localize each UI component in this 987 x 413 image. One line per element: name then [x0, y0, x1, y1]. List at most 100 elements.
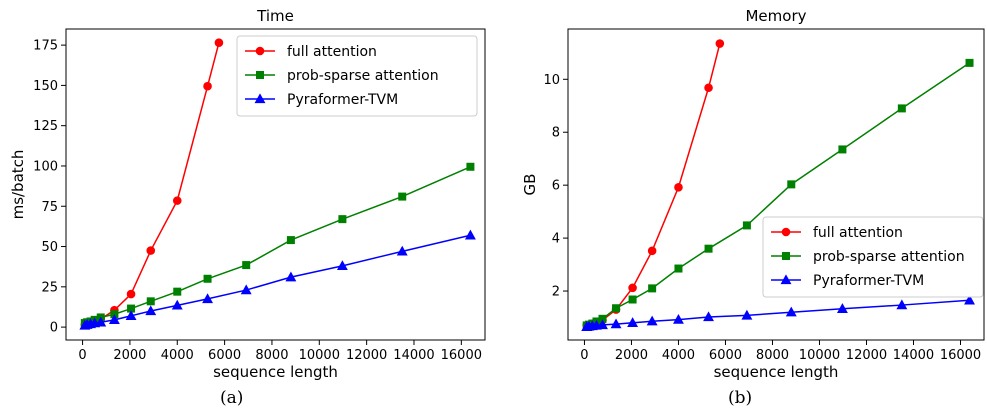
data-point	[965, 58, 974, 67]
legend-marker	[254, 93, 266, 104]
data-point	[703, 311, 714, 322]
x-tick-label: 6000	[709, 348, 742, 363]
chart-title: Time	[256, 7, 294, 25]
x-tick-label: 4000	[161, 348, 194, 363]
y-tick-label: 10	[543, 73, 560, 88]
data-point	[787, 180, 796, 189]
series-triangle	[79, 229, 476, 330]
y-tick-label: 150	[33, 79, 58, 94]
data-point	[146, 246, 156, 255]
y-tick-label: 125	[33, 119, 58, 134]
x-axis-label: sequence length	[714, 363, 839, 381]
x-tick-label: 14000	[393, 348, 434, 363]
data-point	[838, 145, 847, 154]
data-point	[897, 104, 906, 113]
data-point	[203, 81, 212, 91]
data-point	[836, 303, 848, 313]
data-point	[648, 284, 657, 293]
y-axis-label: ms/batch	[9, 150, 27, 220]
x-tick-label: 16000	[940, 348, 981, 363]
x-tick-label: 12000	[846, 348, 887, 363]
y-tick-label: 2	[552, 285, 560, 300]
legend-label: prob-sparse attention	[813, 249, 965, 265]
data-point	[742, 221, 751, 230]
data-point	[285, 271, 297, 282]
data-point	[674, 182, 683, 192]
data-point	[627, 317, 639, 327]
data-point	[126, 289, 136, 299]
data-point	[896, 299, 908, 310]
x-tick-label: 2000	[615, 348, 648, 363]
plot-frame	[567, 28, 985, 341]
series-triangle	[581, 294, 975, 331]
y-tick-label: 4	[552, 232, 560, 247]
legend-box	[762, 216, 984, 298]
data-point	[95, 316, 107, 327]
data-point	[203, 274, 212, 283]
plot-frame	[65, 28, 486, 341]
memory-chart: 0 2000 4000 6000 8000 10000 12000 14000 16000 2 4 6…	[521, 7, 985, 381]
data-point	[715, 39, 725, 48]
series-line	[586, 43, 721, 327]
data-point	[741, 309, 753, 320]
legend-label: prob-sparse attention	[287, 68, 439, 84]
x-tick-label: 10000	[299, 348, 340, 363]
data-point	[242, 261, 251, 270]
data-point	[466, 162, 475, 171]
data-point	[673, 313, 684, 324]
data-point	[704, 83, 713, 93]
series-line	[84, 166, 471, 324]
x-tick-label: 4000	[662, 348, 695, 363]
y-tick-label: 25	[41, 280, 58, 295]
time-chart: 0 2000 4000 6000 8000 10000 12000 14000 16000 0 25…	[9, 7, 486, 381]
x-axis-label: sequence length	[213, 363, 338, 381]
data-point	[785, 306, 797, 317]
data-point	[214, 38, 224, 47]
legend-label: Pyraformer-TVM	[287, 92, 398, 108]
data-point	[628, 283, 637, 293]
x-tick-label: 6000	[208, 348, 241, 363]
data-point	[336, 260, 348, 271]
data-point	[398, 192, 407, 201]
y-axis-label: GB	[521, 174, 539, 196]
x-tick-label: 0	[78, 348, 86, 363]
y-tick-label: 6	[552, 179, 560, 194]
x-tick-label: 0	[580, 348, 588, 363]
series-circle	[80, 38, 224, 329]
data-point	[173, 287, 182, 296]
data-point	[125, 310, 137, 321]
legend-marker	[256, 71, 264, 79]
y-tick-label: 175	[33, 39, 58, 54]
x-tick-label: 14000	[893, 348, 934, 363]
y-tick-label: 0	[50, 321, 58, 336]
x-tick-label: 8000	[756, 348, 789, 363]
data-point	[464, 229, 476, 240]
legend-marker	[781, 227, 791, 237]
y-tick-label: 75	[41, 200, 58, 215]
data-point	[628, 295, 637, 304]
x-tick-label: 8000	[255, 348, 288, 363]
series-line	[84, 234, 471, 327]
data-point	[647, 246, 657, 256]
data-point	[172, 196, 182, 205]
data-point	[145, 305, 157, 316]
legend-box	[236, 35, 478, 117]
data-point	[146, 297, 155, 306]
x-tick-label: 10000	[799, 348, 840, 363]
legend-label: Pyraformer-TVM	[813, 273, 924, 289]
series-square	[80, 162, 475, 328]
data-point	[610, 318, 622, 329]
data-point	[240, 284, 252, 295]
data-point	[396, 245, 408, 256]
data-point	[171, 299, 183, 310]
legend-label: full attention	[287, 44, 377, 60]
caption-a: (a)	[220, 388, 244, 408]
legend-marker	[255, 46, 265, 56]
x-tick-label: 12000	[346, 348, 387, 363]
legend: full attention prob-sparse attention Pyraf…	[762, 216, 984, 298]
data-point	[108, 314, 120, 325]
series-line	[586, 299, 970, 328]
legend-label: full attention	[813, 225, 903, 241]
data-point	[286, 236, 295, 245]
